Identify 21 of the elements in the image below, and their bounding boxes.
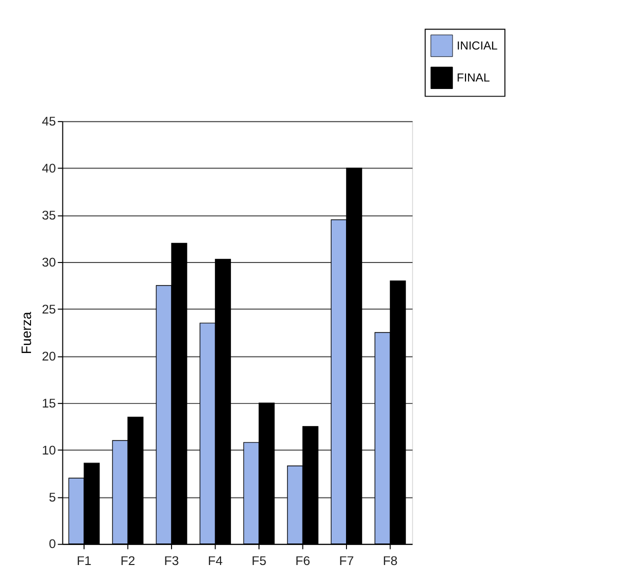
y-tick-label: 15 bbox=[42, 396, 56, 410]
legend-label: INICIAL bbox=[456, 40, 498, 53]
x-tick-label: F8 bbox=[382, 554, 398, 568]
x-tick-label: F3 bbox=[164, 554, 179, 568]
y-axis-title: Fuerza bbox=[19, 311, 34, 354]
x-tick-label: F1 bbox=[76, 554, 92, 568]
y-tick-label: 35 bbox=[42, 208, 56, 222]
legend-label: FINAL bbox=[456, 72, 490, 85]
y-tick-label: 30 bbox=[42, 255, 56, 270]
x-tick-label: F6 bbox=[295, 554, 310, 568]
y-tick-label: 10 bbox=[42, 443, 56, 458]
x-tick-label: F7 bbox=[339, 554, 354, 568]
y-tick-label: 40 bbox=[42, 161, 56, 176]
y-tick-label: 20 bbox=[42, 349, 56, 364]
y-tick-label: 0 bbox=[48, 537, 56, 552]
x-tick-label: F2 bbox=[120, 554, 136, 568]
y-tick-label: 5 bbox=[48, 490, 56, 504]
x-tick-label: F4 bbox=[208, 554, 223, 568]
x-tick-label: F5 bbox=[252, 554, 266, 568]
y-tick-label: 45 bbox=[42, 114, 56, 128]
y-tick-label: 25 bbox=[42, 302, 56, 316]
